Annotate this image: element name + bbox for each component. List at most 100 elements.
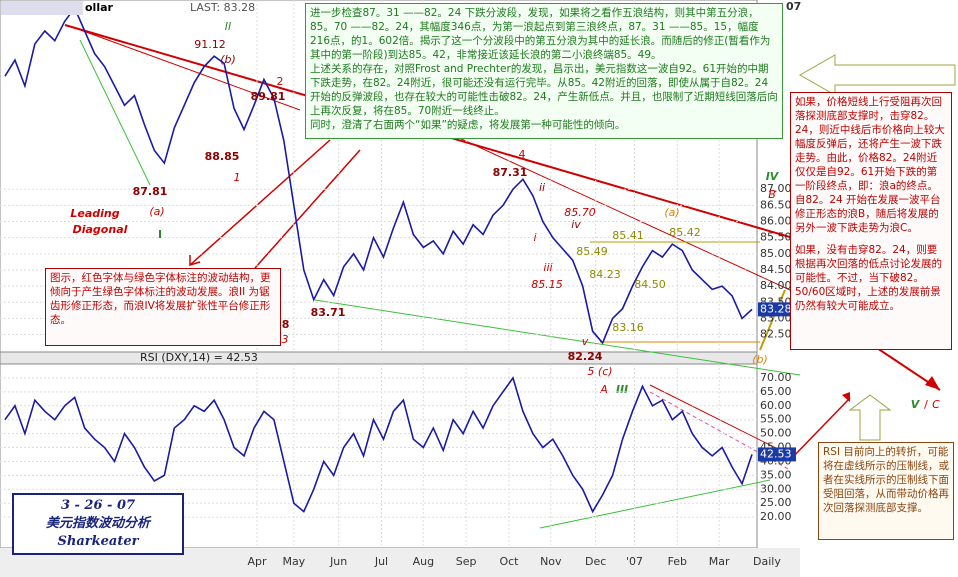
rsi-support-line — [539, 479, 771, 529]
wave-label: 87.81 — [133, 185, 168, 198]
current-value-box — [758, 302, 796, 317]
wave-label: i — [533, 231, 536, 244]
wave-label: 3 — [282, 333, 289, 346]
rsi-title: RSI (DXY,14) = 42.53 — [140, 351, 258, 364]
y-tick-label: 35.00 — [760, 468, 792, 481]
y-tick-label: 65.00 — [760, 385, 792, 398]
x-tick-label: Feb — [668, 555, 687, 568]
wave-label: II — [225, 20, 232, 33]
y-tick-label: 82.50 — [760, 328, 792, 341]
wave-label: 83.71 — [311, 306, 346, 319]
y-tick-label: 55.00 — [760, 413, 792, 426]
wave-label: (b) — [220, 53, 236, 66]
trend-line — [314, 299, 801, 376]
wave-label: 4 — [519, 148, 526, 161]
corner-label: 07 — [786, 0, 801, 13]
wave-label: 1 — [234, 171, 241, 184]
y-tick-label: 87.00 — [760, 182, 792, 195]
wave-label: IV — [766, 170, 780, 183]
trend-line — [79, 39, 151, 186]
wave-label: / — [924, 398, 928, 411]
note-paragraph: 如果，没有击穿82。24，则要根据再次回落的低点讨论发展的可能性。不过，当下破8… — [795, 244, 942, 312]
current-value-label: 42.53 — [760, 447, 792, 460]
x-tick-label: May — [282, 555, 305, 568]
rsi-header-bar — [0, 351, 758, 365]
symbol-name: ollar — [85, 1, 114, 14]
x-tick-label: Apr — [247, 555, 267, 568]
x-tick-label: Jul — [374, 555, 388, 568]
series-line — [4, 376, 753, 514]
y-tick-label: 30.00 — [760, 482, 792, 495]
wave-label: 91.12 — [194, 38, 226, 51]
y-tick-label: 85.00 — [760, 247, 792, 260]
wave-label: 85.15 — [531, 278, 563, 291]
wave-label: 83.16 — [612, 321, 644, 334]
note-paragraph: 同时，澄清了右面两个“如果”的疑虑，将发展第一种可能性的倾向。 — [310, 119, 626, 131]
wave-label: I — [158, 228, 162, 241]
wave-label: 85.42 — [669, 226, 701, 239]
wave-label: (a) — [664, 206, 679, 219]
wave-label: 88.85 — [205, 150, 240, 163]
wave-label: Leading — [70, 207, 119, 220]
wave-label: V — [911, 398, 921, 411]
last-price: LAST: 83.28 — [190, 1, 255, 14]
x-tick-label: Aug — [413, 555, 434, 568]
x-tick-label: Nov — [540, 555, 562, 568]
note-right: 如果，价格短线上行受阻再次回落探测底部支撑时，击穿82。24，则近中线后市价格向… — [790, 92, 952, 350]
wave-label: 85.41 — [612, 229, 644, 242]
arrow-head — [189, 255, 201, 267]
wave-label: 84.50 — [634, 278, 666, 291]
stamp-title: 美元指数波动分析 — [45, 516, 150, 531]
wave-label: ii — [539, 181, 545, 194]
series-line — [4, 6, 753, 345]
trend-line — [74, 27, 301, 111]
note-paragraph: 自82。24 开始在发展一波平台修正形态的浪B，随后将发展的另外一波下跌走势为浪… — [795, 194, 941, 234]
stamp-date: 3 - 26 - 07 — [60, 498, 136, 513]
note-left: 图示，红色字体与绿色字体标注的波动结构，更倾向于产生绿色字体标注的波动发展。浪I… — [45, 268, 281, 346]
stamp-author: Sharkeater — [57, 534, 139, 549]
note-paragraph: 进一步检查87。31 ——82。24 下跌分波段，发现，如果将之看作五浪结构，则… — [310, 7, 771, 61]
y-tick-label: 20.00 — [760, 510, 792, 523]
y-tick-label: 85.50 — [760, 231, 792, 244]
wave-label: 84.23 — [589, 268, 621, 281]
wave-label: iii — [543, 261, 552, 274]
x-tick-label: '07 — [626, 555, 643, 568]
wave-label: iv — [571, 218, 581, 231]
wave-label: 2 — [277, 75, 284, 88]
x-tick-label: Oct — [499, 555, 519, 568]
current-value-box — [758, 447, 796, 462]
x-tick-label: Mar — [709, 555, 730, 568]
note-paragraph: 上述关系的存在，对照Frost and Prechter的发现，昌示出，美元指数… — [310, 63, 778, 117]
y-tick-label: 84.00 — [760, 279, 792, 292]
wave-label: B — [768, 188, 776, 201]
x-tick-label: Dec — [585, 555, 606, 568]
arrow — [254, 149, 361, 269]
wave-label: Diagonal — [73, 223, 128, 236]
wave-label: 85.49 — [576, 245, 608, 258]
wave-label: III — [616, 383, 628, 396]
wave-label: (b) — [752, 353, 768, 366]
y-tick-label: 86.50 — [760, 198, 792, 211]
block-arrow — [848, 394, 892, 441]
wave-label: 82.24 — [568, 350, 603, 363]
y-tick-label: 60.00 — [760, 399, 792, 412]
wave-label: 5 (c) — [587, 365, 612, 378]
x-tick-label: Sep — [456, 555, 477, 568]
arrow — [789, 397, 851, 461]
wave-label: v — [582, 335, 589, 348]
note-paragraph: RSI 目前向上的转折，可能将在虚线所示的压制线，或者在实线所示的压制线下面受阻… — [823, 446, 949, 514]
y-tick-label: 70.00 — [760, 371, 792, 384]
note-paragraph: 如果，价格短线上行受阻再次回落探测底部支撑时，击穿82。24，则近中线后市价格向… — [795, 96, 945, 192]
note-paragraph: 图示，红色字体与绿色字体标注的波动结构，更倾向于产生绿色字体标注的波动发展。浪I… — [50, 272, 271, 326]
y-tick-label: 86.00 — [760, 215, 792, 228]
current-value-label: 83.28 — [760, 302, 792, 315]
y-tick-label: 84.50 — [760, 263, 792, 276]
arrow-head — [842, 392, 850, 402]
wave-label: 89.81 — [251, 90, 286, 103]
arrow-head — [925, 376, 940, 390]
symbol-box — [1, 1, 83, 15]
x-tick-label: Jun — [329, 555, 347, 568]
wave-label: 87.31 — [493, 166, 528, 179]
wave-label: (a) — [149, 205, 164, 218]
